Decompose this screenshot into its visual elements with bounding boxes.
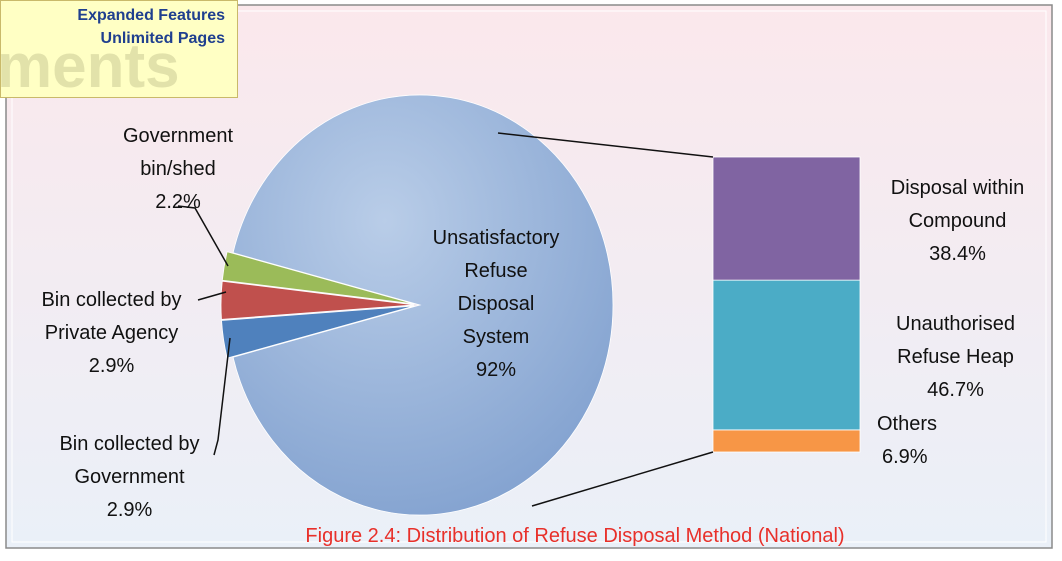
value-label: 46.7%: [927, 379, 984, 401]
bar-label: Unauthorised Refuse Heap 46.7%: [868, 308, 1043, 407]
bar-segment: [712, 429, 861, 453]
slice-label: Bin collected by Government 2.9%: [42, 428, 217, 527]
inner-frame: [11, 10, 1047, 543]
category-label: Unsatisfactory Refuse Disposal System: [432, 227, 560, 348]
value-label: 2.2%: [155, 191, 201, 213]
value-label: 2.9%: [106, 499, 153, 521]
category-label: Disposal within Compound: [890, 177, 1025, 232]
category-label: Bin collected by Government: [59, 433, 200, 488]
watermark: ments Expanded Features Unlimited Pages: [0, 0, 238, 98]
pie-slice: [220, 280, 415, 320]
bar-segment: [712, 279, 861, 431]
slice-label: Bin collected by Private Agency 2.9%: [24, 284, 199, 383]
value-label: 6.9%: [882, 446, 928, 468]
value-label: 2.9%: [88, 355, 135, 377]
pie-slice: [232, 94, 614, 516]
leader-line: [213, 337, 231, 456]
value-label: 92%: [475, 359, 517, 381]
chart-title: Figure 2.4: Distribution of Refuse Dispo…: [305, 525, 845, 547]
bar-segment: [712, 156, 861, 281]
slice-label: Unsatisfactory Refuse Disposal System 92%: [426, 222, 566, 387]
category-label: Bin collected by Private Agency: [41, 289, 182, 344]
slice-label: Government bin/shed 2.2%: [113, 120, 243, 219]
bar-label: Disposal within Compound 38.4%: [870, 172, 1045, 271]
watermark-line: Expanded Features: [77, 7, 225, 24]
leader-line: [177, 205, 229, 267]
category-label: Unauthorised Refuse Heap: [896, 313, 1015, 368]
category-label: Others: [877, 413, 938, 435]
connector-line: [531, 451, 714, 507]
watermark-line: Unlimited Pages: [100, 30, 225, 47]
connector-line: [497, 132, 714, 158]
pie-slice: [221, 251, 415, 305]
watermark-background-text: ments: [0, 32, 180, 98]
value-label: 38.4%: [929, 243, 986, 265]
category-label: Government bin/shed: [122, 125, 234, 180]
bar-label: Others 6.9%: [877, 408, 977, 474]
leader-line: [197, 291, 227, 301]
